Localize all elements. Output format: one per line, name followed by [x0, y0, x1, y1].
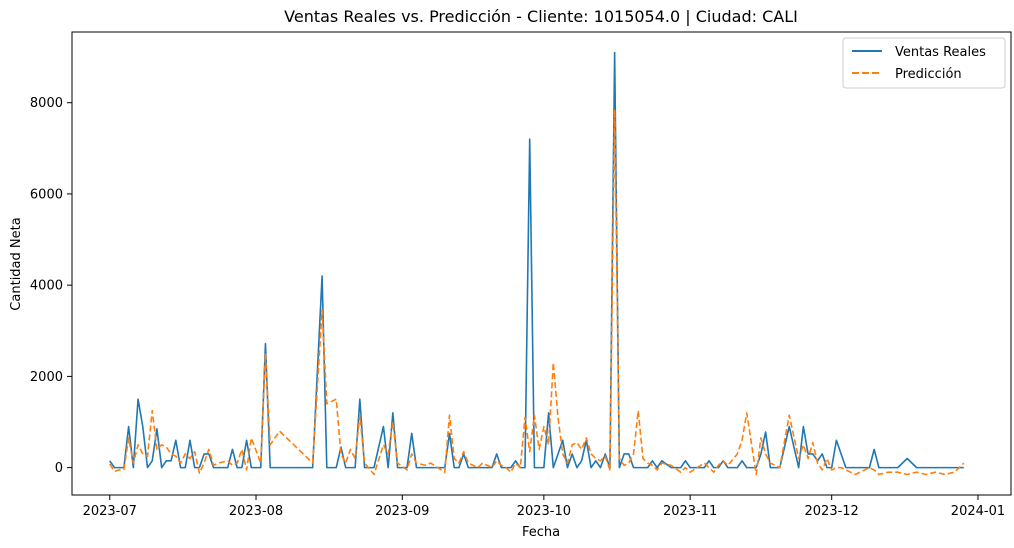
y-tick-label: 2000 — [30, 370, 63, 385]
series-layer — [109, 51, 965, 476]
x-tick-label: 2023-12 — [805, 504, 859, 519]
y-tick-label: 4000 — [30, 279, 63, 294]
x-axis: 2023-07 2023-08 2023-09 2023-10 2023-11 2023-… — [83, 495, 1005, 519]
y-tick-label: 8000 — [30, 96, 63, 111]
x-axis-label: Fecha — [522, 525, 560, 540]
legend-label-ventas-reales: Ventas Reales — [895, 45, 986, 60]
x-tick-label: 2023-07 — [83, 504, 137, 519]
y-tick-label: 6000 — [30, 187, 63, 202]
chart-title: Ventas Reales vs. Predicción - Cliente: … — [284, 7, 798, 26]
y-tick-label: 0 — [55, 461, 63, 476]
x-tick-label: 2023-09 — [375, 504, 429, 519]
x-tick-label: 2023-11 — [663, 504, 717, 519]
plot-frame — [71, 31, 1012, 496]
legend-box — [842, 37, 1006, 89]
legend: Ventas Reales Predicción — [842, 37, 1006, 89]
x-tick-label: 2023-08 — [229, 504, 283, 519]
y-axis: 0 2000 4000 6000 8000 — [30, 96, 72, 476]
plot-area — [71, 31, 1012, 496]
series-line-ventas-reales — [109, 51, 964, 469]
x-tick-label: 2024-01 — [951, 504, 1005, 519]
y-axis-label: Cantidad Neta — [9, 217, 24, 310]
legend-label-prediccion: Predicción — [895, 67, 962, 82]
series-line-prediccion — [109, 108, 965, 476]
x-tick-label: 2023-10 — [517, 504, 571, 519]
